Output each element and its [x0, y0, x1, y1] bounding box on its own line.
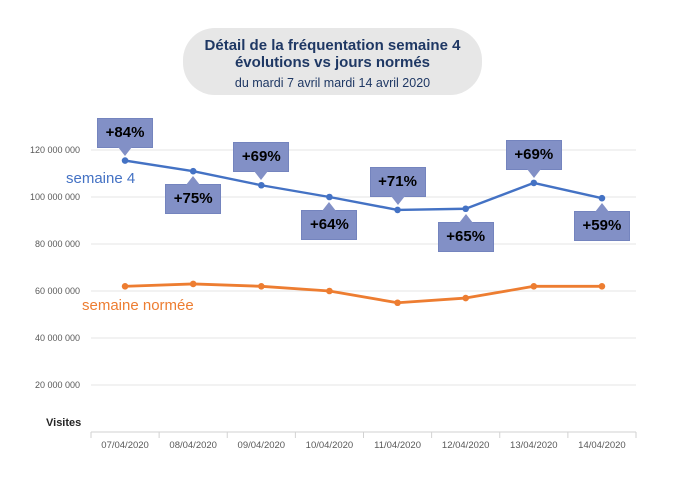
- callout-tail: [390, 195, 405, 205]
- data-label-callout: +84%: [97, 117, 154, 156]
- data-point-marker: [258, 283, 265, 290]
- data-point-marker: [121, 157, 129, 164]
- x-axis-tick-label: 11/04/2020: [374, 440, 421, 451]
- data-label-callout: +69%: [233, 142, 290, 181]
- data-point-marker: [462, 205, 469, 213]
- data-label-callout: +64%: [301, 202, 358, 240]
- series-line-semaine-normee: [125, 282, 602, 305]
- data-point-marker: [462, 294, 469, 302]
- data-label-callout: +75%: [165, 176, 222, 215]
- series-label-semaine-4: semaine 4: [66, 170, 136, 187]
- x-axis-tick-label: 08/04/2020: [169, 440, 217, 451]
- data-label-callout: +69%: [505, 139, 562, 178]
- data-point-marker: [598, 283, 606, 290]
- x-axis-tick-label: 09/04/2020: [237, 440, 286, 451]
- series-line-semaine-4: [124, 159, 603, 212]
- data-point-marker: [530, 283, 538, 290]
- callout-tail: [594, 203, 609, 213]
- y-axis-unit-label: Visites: [46, 417, 82, 429]
- x-axis-tick-label: 07/04/2020: [101, 440, 149, 451]
- callout-tail: [118, 146, 133, 156]
- callout-tail: [458, 213, 473, 223]
- y-axis-tick-label: 40 000 000: [34, 333, 80, 343]
- data-point-marker: [530, 179, 538, 187]
- callout-tail: [186, 176, 201, 186]
- x-axis-tick-label: 10/04/2020: [305, 440, 354, 451]
- chart-title-line2: évolutions vs jours normés: [234, 54, 431, 71]
- y-axis-tick-label: 100 000 000: [29, 192, 80, 202]
- data-point-marker: [326, 287, 333, 295]
- callout-tail: [526, 168, 541, 178]
- data-point-marker: [598, 194, 606, 202]
- chart-title-line1: Détail de la fréquentation semaine 4: [204, 37, 461, 54]
- x-axis-tick-label: 14/04/2020: [578, 440, 626, 451]
- x-axis-tick-label: 13/04/2020: [510, 440, 558, 451]
- data-point-marker: [121, 283, 129, 290]
- x-axis-tick-label: 12/04/2020: [441, 440, 490, 451]
- data-label-callout: +71%: [369, 166, 426, 205]
- data-point-marker: [394, 299, 401, 307]
- data-point-marker: [326, 193, 333, 201]
- callout-tail: [254, 171, 269, 181]
- y-axis-tick-label: 20 000 000: [34, 380, 80, 390]
- chart-subtitle: du mardi 7 avril mardi 14 avril 2020: [234, 76, 431, 90]
- data-label-callout: +65%: [437, 213, 494, 252]
- y-axis-tick-label: 120 000 000: [29, 145, 80, 155]
- series-label-semaine-normee: semaine normée: [82, 297, 194, 314]
- callout-tail: [322, 202, 337, 211]
- data-label-callout: +59%: [573, 203, 630, 242]
- data-point-marker: [189, 280, 197, 288]
- y-axis-tick-label: 80 000 000: [34, 239, 80, 249]
- chart-title-card: Détail de la fréquentation semaine 4 évo…: [183, 28, 482, 95]
- data-point-marker: [189, 167, 197, 175]
- y-axis-tick-label: 60 000 000: [34, 286, 80, 296]
- data-point-marker: [394, 206, 401, 214]
- data-point-marker: [258, 181, 265, 189]
